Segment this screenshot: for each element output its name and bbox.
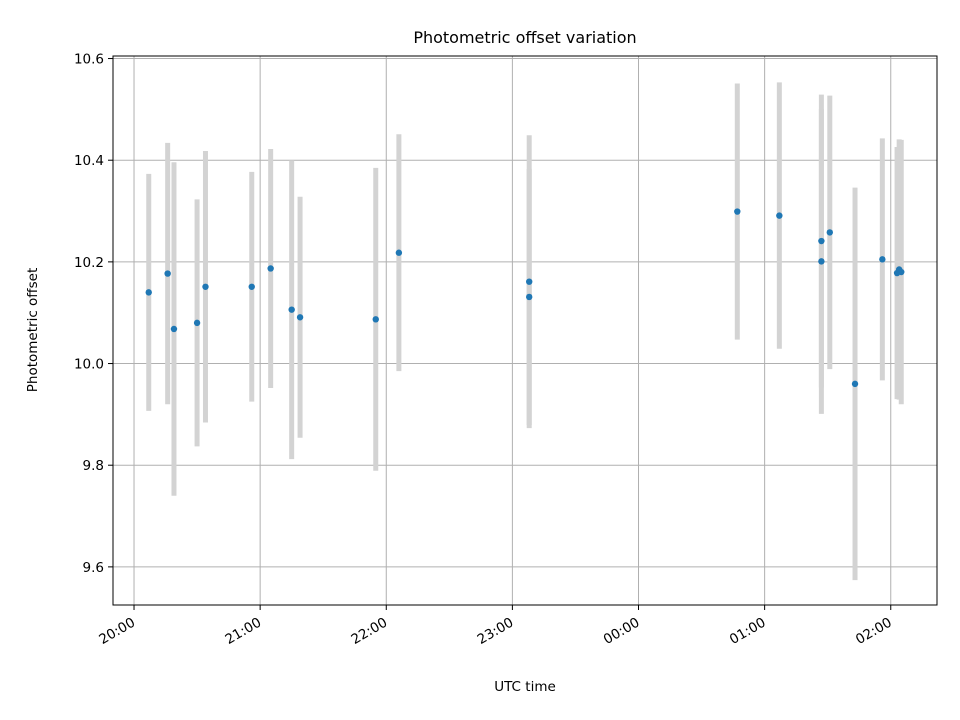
x-axis-label: UTC time [494,679,556,695]
y-tick-label: 10.4 [74,153,104,169]
data-point [818,237,825,245]
data-point [164,270,171,277]
data-point [395,249,403,256]
data-point [145,289,152,296]
data-point [851,380,859,388]
data-point [879,256,886,263]
plot-area [113,56,937,605]
data-point [734,208,741,215]
data-point [248,283,255,290]
data-point [193,319,201,327]
y-tick-label: 10.0 [74,357,104,373]
y-tick-label: 10.6 [74,52,104,68]
grid [113,56,937,605]
data-points [145,208,905,388]
data-point [296,314,304,321]
data-point [267,265,274,272]
data-point [288,306,295,313]
y-tick-label: 9.6 [83,560,104,576]
y-axis: 9.6 9.8 10.0 10.2 10.4 10.6 [74,52,113,576]
y-tick-label: 9.8 [83,458,104,474]
data-point [776,212,783,219]
plot-frame [112,55,938,606]
data-point [372,316,379,323]
chart-title: Photometric offset variation [413,28,636,47]
data-point [170,325,178,333]
y-axis-label: Photometric offset [25,268,41,392]
data-point [826,229,833,236]
data-point [818,258,825,265]
y-tick-label: 10.2 [74,255,104,271]
data-point [526,278,533,285]
data-point [898,268,905,276]
data-point [526,293,533,301]
data-point [202,283,209,290]
